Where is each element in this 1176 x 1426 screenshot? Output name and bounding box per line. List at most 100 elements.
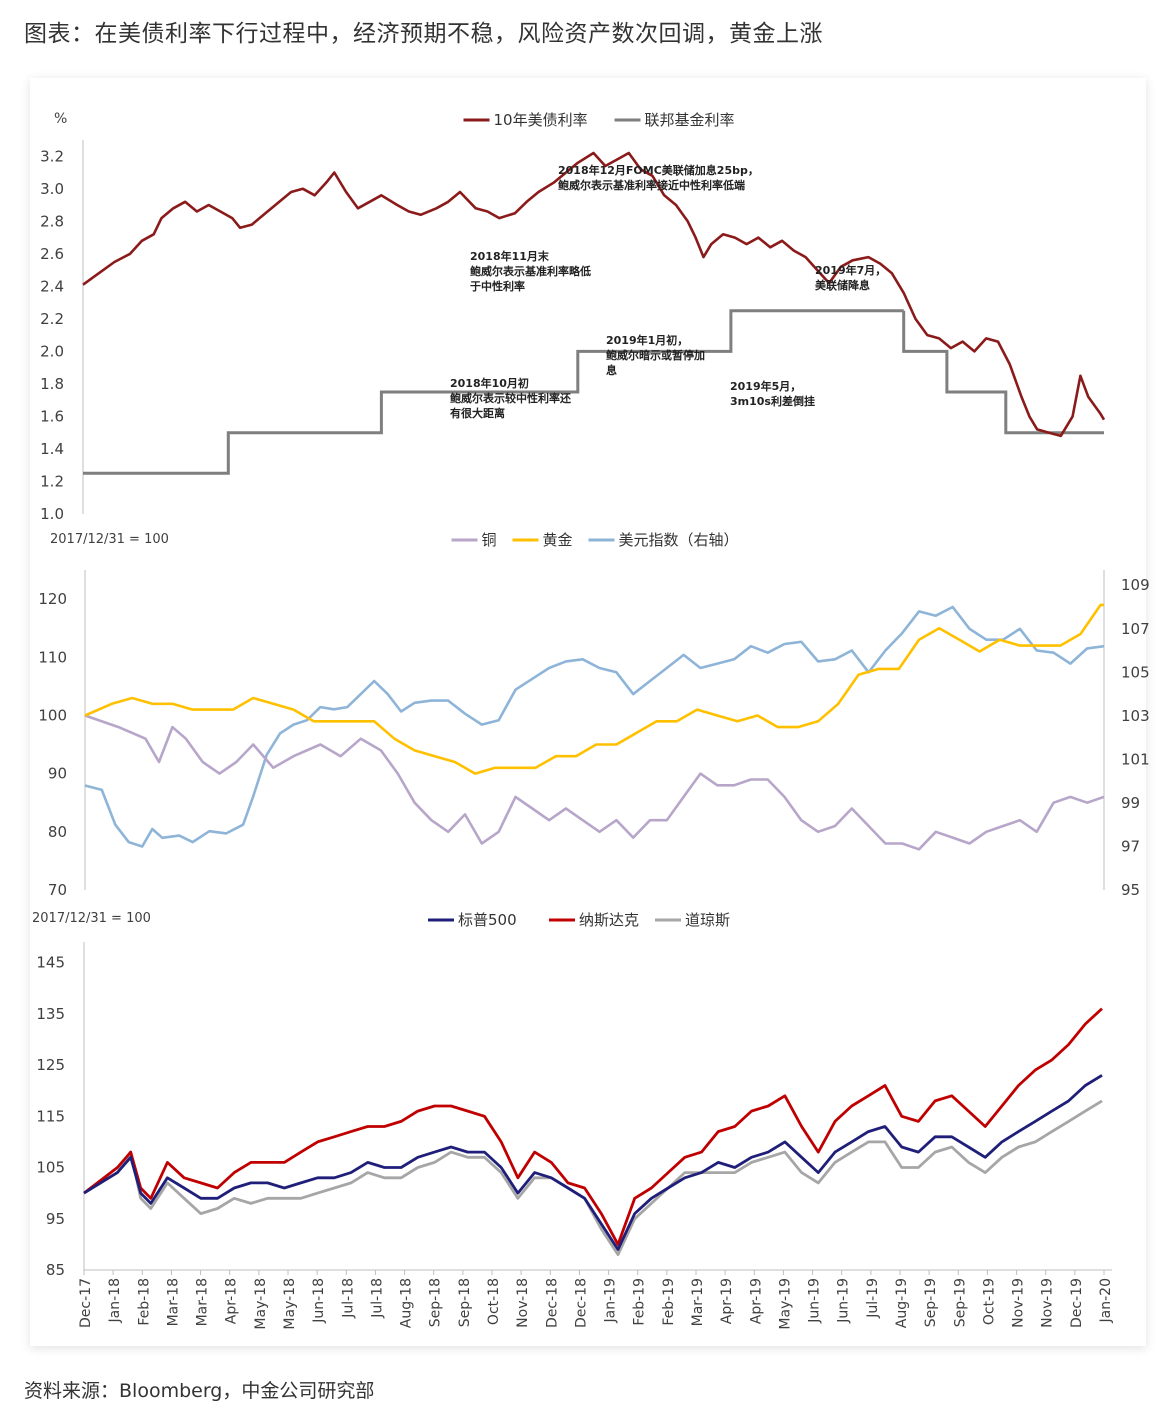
x-tick-label: Oct-19	[981, 1278, 997, 1325]
legend-rates: 10年美债利率 联邦基金利率	[463, 111, 735, 129]
x-tick-label: Jan-18	[107, 1278, 123, 1323]
series-dow-jones-line	[83, 1099, 1103, 1256]
y-axis-unit: 2017/12/31 = 100	[32, 911, 151, 926]
x-tick-label: Dec-18	[544, 1278, 560, 1328]
legend-label: 纳斯达克	[579, 911, 639, 929]
legend-label: 铜	[482, 531, 497, 549]
series-10y-treasury-line	[82, 151, 1106, 438]
x-tick-label: Apr-18	[224, 1278, 240, 1324]
x-tick-label: Dec-19	[1069, 1278, 1085, 1328]
x-tick-label: May-18	[253, 1278, 269, 1330]
y-tick-label: 145	[36, 954, 65, 972]
annotation-text: 2019年7月，	[815, 263, 886, 277]
x-tick-label: Mar-18	[195, 1278, 211, 1326]
y-tick-label: 1.8	[40, 375, 64, 393]
x-tick-label: Jun-18	[311, 1278, 327, 1324]
y2-tick-label: 109	[1121, 576, 1150, 594]
annotation-text: 2019年5月，	[730, 379, 801, 393]
series-sp500-line	[83, 1074, 1103, 1251]
y-tick-label: 95	[46, 1210, 65, 1228]
x-tick-label: Nov-19	[1011, 1278, 1027, 1328]
y2-tick-label: 101	[1121, 750, 1150, 768]
y-tick-label: 80	[48, 823, 67, 841]
chart-panel	[30, 78, 1146, 1346]
x-tick-label: Mar-19	[690, 1278, 706, 1326]
legend-equities: 标普500 纳斯达克 道琼斯	[428, 911, 730, 929]
x-tick-label: Jan-19	[603, 1278, 619, 1323]
y2-tick-label: 103	[1121, 707, 1150, 725]
x-tick-label: Dec-17	[78, 1278, 94, 1328]
x-tick-label: Nov-18	[515, 1278, 531, 1328]
x-tick-label: Apr-19	[719, 1278, 735, 1324]
y2-tick-label: 95	[1121, 881, 1140, 899]
annotation-text: 2018年10月初	[450, 376, 529, 390]
y-tick-label: 105	[36, 1159, 65, 1177]
y-axis-unit: 2017/12/31 = 100	[50, 532, 169, 547]
annotation-text: 2019年1月初，	[606, 333, 688, 347]
annotation-text: 美联储降息	[815, 278, 870, 292]
x-tick-label: May-18	[282, 1278, 298, 1330]
x-tick-label: Jan-20	[1098, 1278, 1114, 1323]
x-tick-label: Dec-18	[573, 1278, 589, 1328]
x-tick-label: Jul-18	[340, 1278, 356, 1319]
annotation-text: 鲍威尔表示基准利率接近中性利率低端	[558, 178, 745, 192]
y-tick-label: 1.2	[40, 472, 64, 490]
annotation-text: 息	[606, 363, 617, 377]
series-fed-funds-cuts	[902, 310, 1104, 435]
annotation-text: 鲍威尔表示较中性利率还	[450, 391, 572, 405]
y-tick-label: 3.2	[40, 147, 64, 165]
legend-label: 道琼斯	[685, 911, 730, 929]
legend-label: 美元指数（右轴）	[619, 531, 739, 549]
x-tick-label: Mar-18	[165, 1278, 181, 1326]
series-gold-line	[84, 603, 1104, 775]
x-tick-label: Nov-19	[1040, 1278, 1056, 1328]
x-tick-label: Jul-18	[369, 1278, 385, 1319]
x-tick-label: Feb-19	[632, 1278, 648, 1326]
x-tick-label: Jun-19	[807, 1278, 823, 1324]
x-tick-label: May-19	[777, 1278, 793, 1330]
y-tick-label: 1.4	[40, 440, 64, 458]
x-tick-label: Jul-19	[865, 1278, 881, 1319]
y-tick-label: 2.2	[40, 310, 64, 328]
y2-tick-label: 99	[1121, 794, 1140, 812]
legend-label: 10年美债利率	[494, 111, 588, 129]
y-tick-label: 2.8	[40, 212, 64, 230]
x-tick-label: Feb-19	[661, 1278, 677, 1326]
source-note: 资料来源：Bloomberg，中金公司研究部	[24, 1380, 375, 1402]
page-title: 图表：在美债利率下行过程中，经济预期不稳，风险资产数次回调，黄金上涨	[24, 21, 823, 47]
y-tick-label: 2.0	[40, 342, 64, 360]
legend-label: 联邦基金利率	[645, 111, 735, 129]
x-tick-label: Feb-18	[136, 1278, 152, 1326]
x-tick-label: Aug-19	[894, 1278, 910, 1328]
y-axis-unit: %	[54, 111, 67, 127]
x-tick-label: Sep-18	[428, 1278, 444, 1327]
x-tick-label: Sep-18	[457, 1278, 473, 1327]
y-tick-label: 1.0	[40, 505, 64, 523]
series-nasdaq-line	[83, 1007, 1103, 1246]
series-dollar-index-line	[84, 605, 1105, 848]
series-fed-funds-line	[83, 309, 904, 475]
x-tick-label: Oct-18	[486, 1278, 502, 1325]
y-tick-label: 85	[46, 1261, 65, 1279]
legend-label: 黄金	[543, 531, 573, 549]
y2-tick-label: 107	[1121, 620, 1150, 638]
y-tick-label: 2.6	[40, 245, 64, 263]
x-tick-label: Jun-19	[836, 1278, 852, 1324]
annotation-text: 有很大距离	[450, 406, 505, 420]
y-tick-label: 100	[38, 706, 67, 724]
series-copper-line	[84, 714, 1105, 851]
x-tick-label: Aug-18	[399, 1278, 415, 1328]
annotation-text: 鲍威尔表示基准利率略低	[470, 264, 591, 278]
annotation-text: 2018年12月FOMC美联储加息25bp，	[558, 163, 759, 177]
x-tick-label: Sep-19	[923, 1278, 939, 1327]
y-tick-label: 135	[36, 1005, 65, 1023]
y-tick-label: 2.4	[40, 277, 64, 295]
y-tick-label: 125	[36, 1056, 65, 1074]
y-tick-label: 110	[38, 648, 67, 666]
annotation-text: 鲍威尔暗示或暂停加	[606, 348, 705, 362]
y-tick-label: 1.6	[40, 407, 64, 425]
legend-commodities: 铜 黄金 美元指数（右轴）	[451, 531, 739, 549]
annotation-text: 于中性利率	[470, 279, 525, 293]
legend-label: 标普500	[458, 911, 517, 929]
